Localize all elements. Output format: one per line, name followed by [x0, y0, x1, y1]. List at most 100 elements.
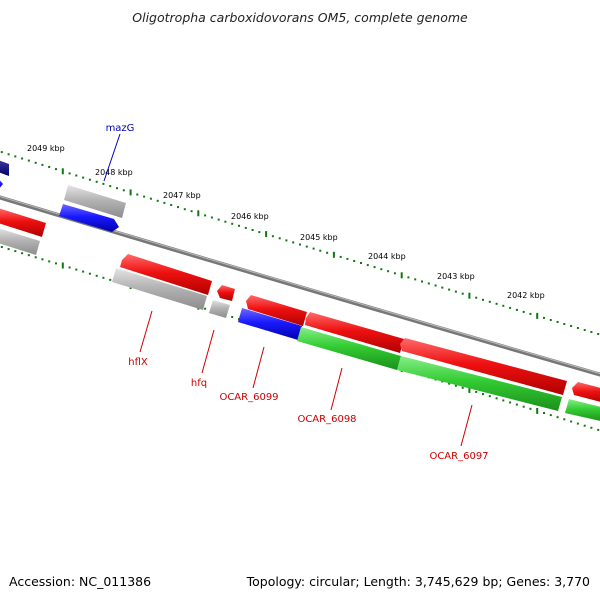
inner-minor-tick	[529, 407, 532, 410]
map-title: Oligotropha carboxidovorans OM5, complet…	[132, 10, 468, 25]
gene-label-leaders	[103, 133, 473, 447]
inner-minor-tick	[590, 426, 593, 429]
outer-minor-tick	[380, 268, 383, 271]
inner-minor-tick	[88, 272, 91, 275]
outer-major-tick	[129, 189, 132, 196]
gene-label-hfq[interactable]: hfq	[191, 378, 207, 389]
inner-minor-tick	[34, 256, 37, 259]
outer-minor-tick	[190, 210, 193, 213]
kbp-label-2043: 2043 kbp	[437, 272, 475, 281]
kbp-labels: 2049 kbp 2048 kbp 2047 kbp 2046 kbp 2045…	[27, 144, 545, 300]
gene-feature-hflX-forward[interactable]	[120, 254, 212, 295]
outer-minor-tick	[353, 260, 356, 262]
gene-feature-hfq[interactable]	[209, 300, 230, 318]
inner-minor-tick	[48, 260, 51, 263]
inner-minor-tick	[563, 418, 566, 421]
outer-minor-tick	[292, 241, 295, 244]
outer-minor-tick	[21, 157, 24, 160]
kbp-label-2048: 2048 kbp	[95, 168, 133, 177]
outer-minor-tick	[14, 155, 17, 158]
inner-minor-tick	[41, 258, 44, 261]
outer-minor-tick	[224, 220, 227, 223]
inner-minor-tick	[109, 278, 112, 281]
inner-minor-tick	[522, 405, 525, 408]
outer-minor-tick	[319, 249, 322, 252]
outer-minor-tick	[454, 290, 457, 293]
kbp-label-2042: 2042 kbp	[507, 291, 545, 300]
outer-minor-tick	[597, 333, 600, 335]
outer-minor-tick	[183, 208, 186, 211]
gene-feature-OCAR_6099[interactable]	[238, 308, 302, 340]
inner-minor-tick	[14, 250, 17, 253]
outer-minor-tick	[434, 284, 437, 287]
gene-feature-green-right[interactable]	[565, 399, 600, 422]
outer-minor-tick	[238, 224, 240, 227]
gene-feature-mazG[interactable]	[59, 204, 119, 232]
outer-major-tick	[265, 231, 268, 238]
outer-minor-tick	[360, 262, 362, 264]
gene-feature-OCAR_6099-forward[interactable]	[246, 295, 307, 326]
gene-label-OCAR_6097[interactable]: OCAR_6097	[429, 451, 488, 462]
outer-minor-tick	[27, 159, 30, 162]
leader-OCAR_6099	[252, 346, 265, 389]
outer-minor-tick	[556, 321, 559, 323]
kbp-label-2046: 2046 kbp	[231, 212, 269, 221]
inner-minor-tick	[475, 391, 478, 393]
gene-labels: mazG hflX hfq OCAR_6099 OCAR_6098 OCAR_6…	[106, 123, 489, 462]
inner-minor-tick	[95, 274, 98, 277]
outer-minor-tick	[143, 195, 146, 198]
outer-minor-tick	[366, 264, 369, 267]
gene-label-hflX[interactable]: hflX	[128, 357, 148, 368]
outer-tick-row	[0, 151, 600, 335]
outer-major-tick	[400, 272, 403, 279]
outer-minor-tick	[149, 197, 152, 200]
outer-major-tick	[536, 312, 539, 319]
gene-feature-OCAR_6097[interactable]	[397, 356, 562, 411]
outer-major-tick	[61, 168, 64, 175]
outer-minor-tick	[116, 187, 118, 190]
gene-feature-red-left[interactable]	[0, 208, 46, 237]
gene-label-OCAR_6099[interactable]: OCAR_6099	[219, 392, 278, 403]
gene-feature-gray-upper[interactable]	[64, 185, 126, 218]
inner-major-tick	[61, 262, 64, 269]
gene-label-OCAR_6098[interactable]: OCAR_6098	[297, 414, 356, 425]
outer-minor-tick	[95, 180, 98, 183]
inner-minor-tick	[82, 270, 85, 273]
kbp-label-2045: 2045 kbp	[300, 233, 338, 242]
outer-minor-tick	[217, 218, 220, 221]
gene-feature-navy-edge[interactable]	[0, 160, 9, 176]
outer-minor-tick	[326, 251, 329, 254]
inner-minor-tick	[204, 307, 207, 310]
outer-minor-tick	[75, 174, 78, 177]
gene-feature-hflX[interactable]	[112, 268, 207, 310]
outer-minor-tick	[393, 272, 396, 275]
gene-feature-OCAR_6098-forward[interactable]	[305, 312, 404, 353]
topology-text: Topology: circular; Length: 3,745,629 bp…	[246, 574, 590, 589]
outer-minor-tick	[271, 235, 274, 238]
outer-major-tick	[197, 210, 200, 217]
outer-minor-tick	[414, 278, 417, 281]
outer-minor-tick	[373, 266, 376, 269]
gene-feature-hfq-forward[interactable]	[217, 285, 235, 301]
gene-feature-OCAR_6097-forward[interactable]	[400, 338, 567, 395]
outer-minor-tick	[590, 331, 593, 333]
gene-label-mazG[interactable]: mazG	[106, 123, 135, 134]
gene-feature-blue-edge[interactable]	[0, 178, 3, 190]
outer-minor-tick	[305, 245, 308, 248]
gene-feature-OCAR_6098[interactable]	[297, 327, 401, 370]
inner-minor-tick	[448, 382, 451, 385]
inner-minor-tick	[461, 386, 464, 389]
inner-minor-tick	[597, 428, 600, 431]
outer-minor-tick	[55, 168, 57, 171]
outer-minor-tick	[495, 302, 498, 305]
outer-minor-tick	[461, 292, 464, 295]
outer-minor-tick	[109, 185, 112, 188]
kbp-label-2049: 2049 kbp	[27, 144, 65, 153]
inner-minor-tick	[583, 424, 586, 427]
leader-hflX	[139, 310, 153, 353]
gene-feature-gray-left[interactable]	[0, 228, 40, 255]
outer-minor-tick	[102, 182, 105, 185]
outer-minor-tick	[88, 178, 91, 181]
gene-feature-red-right[interactable]	[572, 382, 600, 403]
inner-minor-tick	[75, 268, 78, 271]
